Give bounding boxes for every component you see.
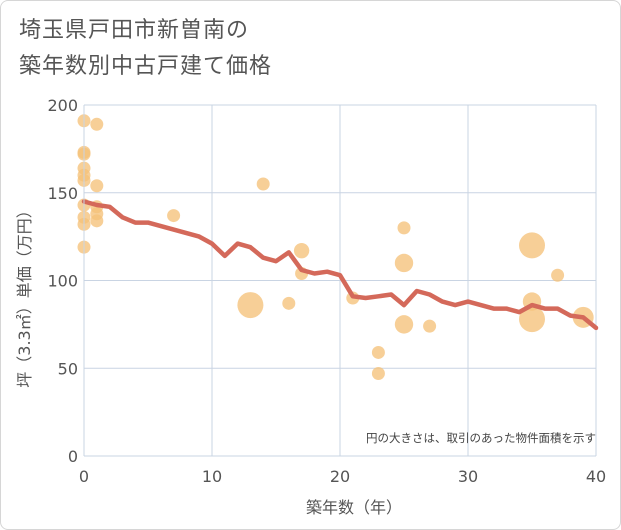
- x-tick-label: 10: [202, 467, 222, 486]
- average-price-line: [81, 199, 599, 331]
- scatter-point: [256, 177, 270, 191]
- x-tick-label: 0: [79, 467, 89, 486]
- scatter-point: [394, 315, 414, 334]
- scatter-point: [90, 214, 104, 228]
- trend-line: [81, 199, 599, 331]
- scatter-point: [90, 179, 104, 193]
- x-axis-title: 築年数（年）: [306, 498, 402, 517]
- scatter-point: [423, 319, 437, 333]
- scatter-point: [519, 232, 545, 259]
- scatter-point: [519, 306, 545, 333]
- y-tick-label: 200: [47, 96, 78, 115]
- scatter-point: [371, 367, 385, 381]
- scatter-point: [167, 209, 181, 223]
- bubble-size-note: 円の大きさは、取引のあった物件面積を示す: [366, 431, 596, 445]
- scatter-point: [371, 345, 385, 359]
- axes: 0 10 20 30 40 0 50 100 150 200: [47, 96, 606, 486]
- y-tick-label: 150: [47, 184, 78, 203]
- scatter-point: [551, 268, 565, 282]
- scatter-point: [394, 253, 414, 273]
- scatter-point: [282, 296, 296, 310]
- chart-title: 埼玉県戸田市新曽南の 築年数別中古戸建て価格: [19, 13, 272, 85]
- x-tick-label: 20: [330, 467, 350, 486]
- x-tick-label: 40: [586, 467, 606, 486]
- y-tick-label: 0: [68, 447, 78, 466]
- scatter-point: [397, 221, 411, 235]
- scatter-point: [90, 117, 104, 131]
- y-tick-label: 100: [47, 272, 78, 291]
- chart-title-line-2: 築年数別中古戸建て価格: [19, 54, 273, 79]
- transaction-bubbles: [77, 114, 594, 381]
- y-axis-title: 坪（3.3㎡）単価（万円）: [15, 202, 34, 387]
- x-tick-label: 30: [458, 467, 478, 486]
- scatter-point: [293, 242, 310, 259]
- chart-title-line-1: 埼玉県戸田市新曽南の: [19, 18, 250, 43]
- grid-lines: [83, 104, 597, 457]
- y-tick-label: 50: [58, 359, 78, 378]
- scatter-point: [237, 292, 264, 319]
